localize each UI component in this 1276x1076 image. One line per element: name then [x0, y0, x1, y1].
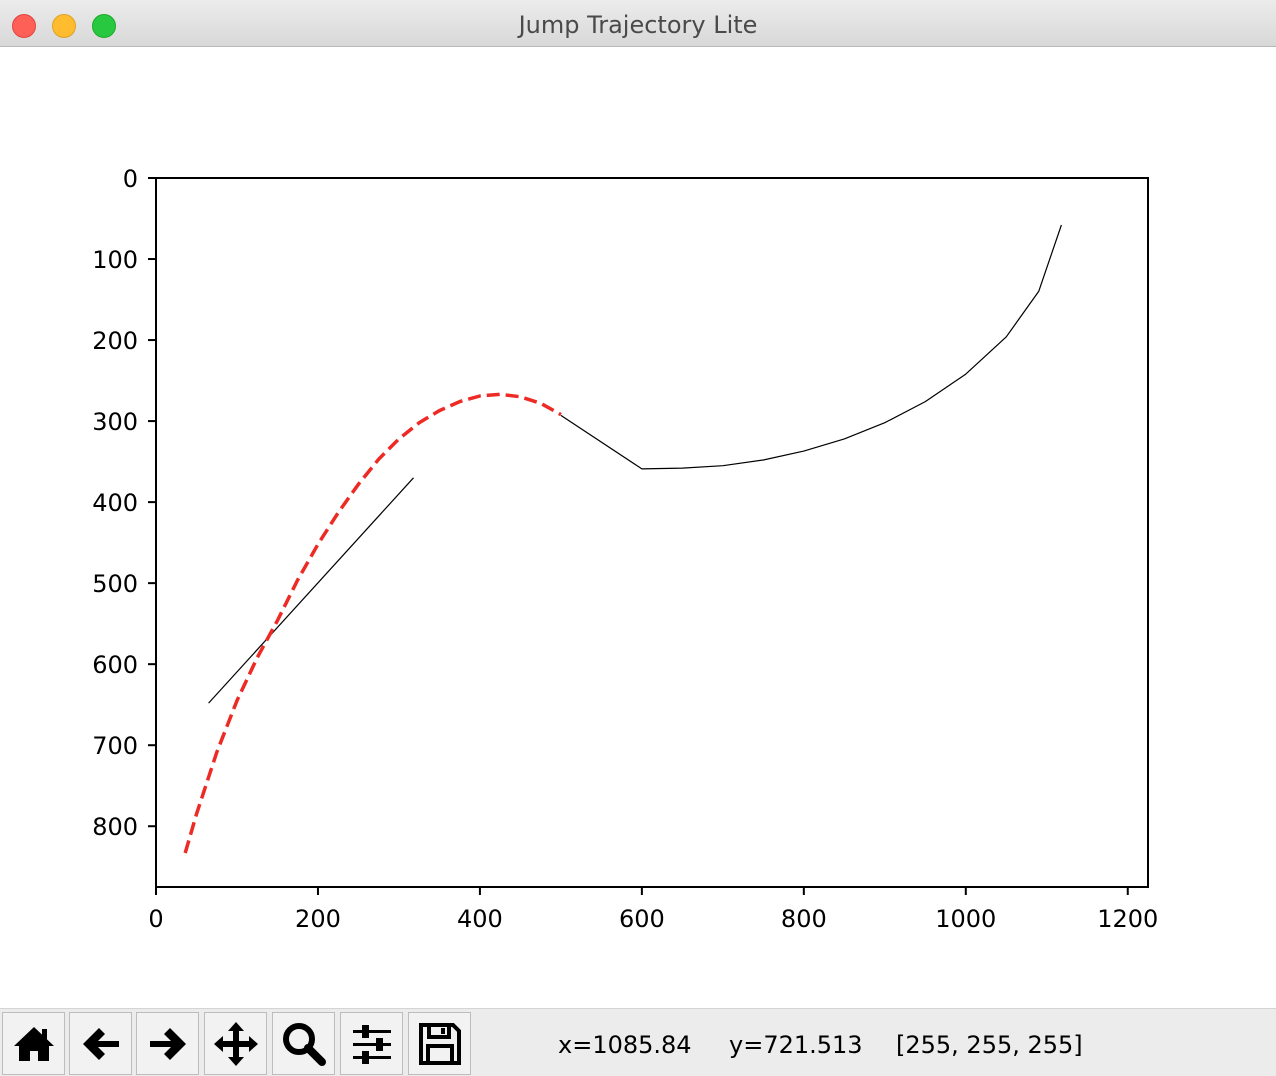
y-tick-label: 600: [92, 651, 138, 679]
minimize-window-button[interactable]: [52, 14, 76, 38]
home-icon: [13, 1026, 54, 1061]
series-line-3: [183, 392, 562, 854]
forward-button[interactable]: [136, 1012, 199, 1075]
y-tick-label: 300: [92, 408, 138, 436]
x-tick-label: 1000: [935, 905, 996, 933]
arrow-left-icon: [82, 1027, 119, 1060]
home-button[interactable]: [2, 1012, 65, 1075]
y-tick-label: 0: [123, 165, 138, 193]
axes-frame: [155, 177, 1149, 888]
sliders-icon: [352, 1024, 391, 1064]
x-tick-label: 400: [457, 905, 503, 933]
y-tick-label: 400: [92, 489, 138, 517]
series-line-2: [560, 224, 1062, 470]
zoom-button[interactable]: [272, 1012, 335, 1075]
configure-subplots-button[interactable]: [340, 1012, 403, 1075]
maximize-window-button[interactable]: [92, 14, 116, 38]
magnifier-icon: [282, 1022, 326, 1066]
title-bar: Jump Trajectory Lite: [0, 0, 1276, 47]
series-line-1: [208, 477, 414, 704]
plot-svg: 0 200 400 600 800 1000 1200 0 100 200 300 400 500 600…: [92, 165, 1158, 933]
x-tick-label: 600: [619, 905, 665, 933]
y-tick-label: 800: [92, 813, 138, 841]
y-tick-label: 100: [92, 246, 138, 274]
cursor-y-readout: y=721.513: [729, 1031, 863, 1059]
x-tick-label: 1200: [1097, 905, 1158, 933]
arrow-right-icon: [149, 1027, 186, 1060]
y-tick-label: 500: [92, 570, 138, 598]
back-button[interactable]: [69, 1012, 132, 1075]
cursor-x-readout: x=1085.84: [558, 1031, 692, 1059]
pan-button[interactable]: [204, 1012, 267, 1075]
y-tick-label: 200: [92, 327, 138, 355]
x-tick-label: 0: [148, 905, 163, 933]
navigation-toolbar: x=1085.84 y=721.513 [255, 255, 255]: [0, 1008, 1276, 1076]
close-window-button[interactable]: [12, 14, 36, 38]
figure-canvas[interactable]: 0 200 400 600 800 1000 1200 0 100 200 300 400 500 600…: [0, 48, 1276, 1008]
x-tick-label: 200: [295, 905, 341, 933]
move-icon: [213, 1021, 258, 1066]
floppy-disk-icon: [418, 1022, 461, 1065]
pixel-rgb-readout: [255, 255, 255]: [896, 1031, 1083, 1059]
x-tick-label: 800: [781, 905, 827, 933]
save-button[interactable]: [408, 1012, 471, 1075]
window-title: Jump Trajectory Lite: [518, 11, 758, 39]
y-tick-label: 700: [92, 732, 138, 760]
